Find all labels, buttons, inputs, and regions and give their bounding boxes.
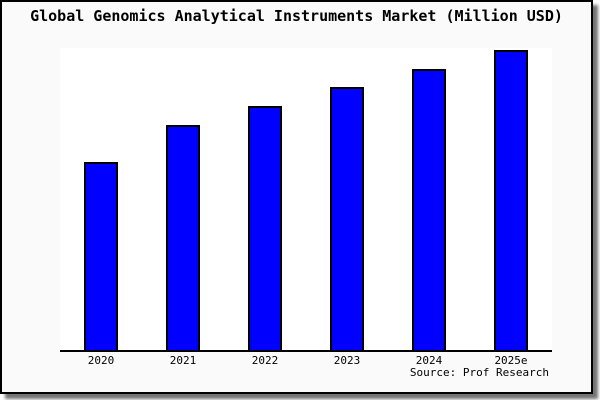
source-note: Source: Prof Research — [409, 366, 549, 379]
bar-slot — [470, 48, 552, 350]
bar-2022 — [248, 106, 282, 350]
x-tick-label-2023: 2023 — [333, 354, 361, 367]
bar-2021 — [166, 125, 200, 350]
chart-window: Global Genomics Analytical Instruments M… — [0, 0, 593, 394]
bar-slot — [388, 48, 470, 350]
x-tick-label-2021: 2021 — [169, 354, 197, 367]
x-tick-label-2025e: 2025e — [494, 354, 528, 367]
bar-2023 — [330, 87, 364, 350]
x-axis-labels: 2020 2021 2022 2023 2024 2025e — [60, 354, 552, 367]
bar-2020 — [84, 162, 118, 350]
plot-area — [60, 48, 552, 352]
bar-slot — [60, 48, 142, 350]
bar-2024 — [412, 69, 446, 350]
x-tick-label-2022: 2022 — [251, 354, 279, 367]
chart-title: Global Genomics Analytical Instruments M… — [30, 7, 563, 25]
bar-slot — [142, 48, 224, 350]
bar-slot — [306, 48, 388, 350]
x-tick-label-2024: 2024 — [415, 354, 443, 367]
x-tick-label-2020: 2020 — [87, 354, 115, 367]
bar-2025e — [494, 50, 528, 350]
bar-slot — [224, 48, 306, 350]
